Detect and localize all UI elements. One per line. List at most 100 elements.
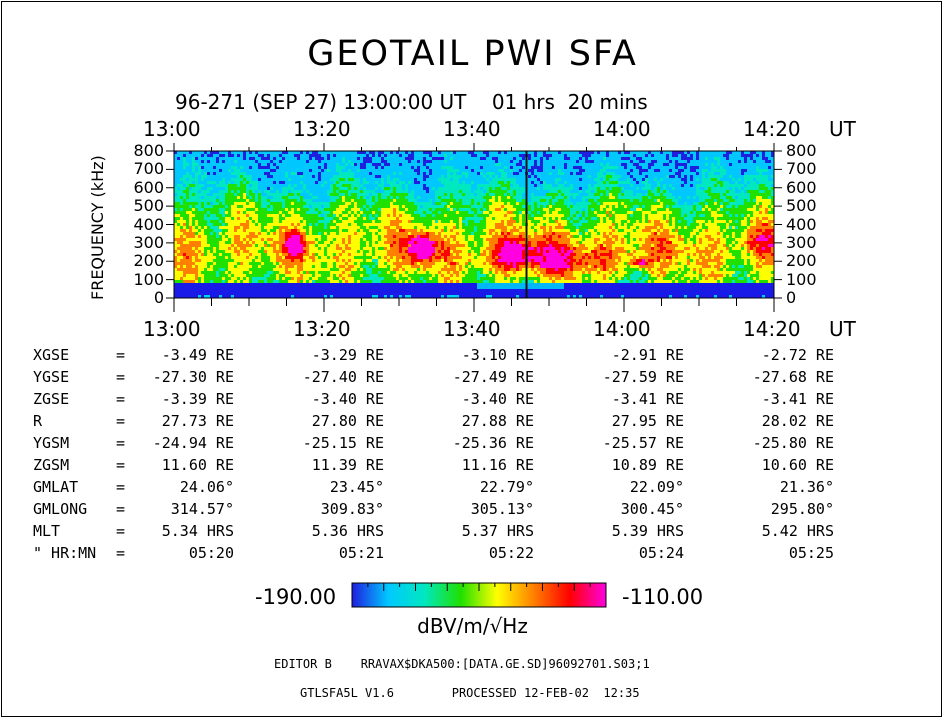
ephemeris-value: 21.36° — [779, 478, 834, 496]
ephemeris-equals: = — [116, 368, 126, 386]
x-tick-label: 13:00 — [143, 317, 201, 341]
ephemeris-value: 5.39 HRS — [611, 522, 684, 540]
spectrogram-cells — [174, 151, 774, 298]
ephemeris-equals: = — [116, 478, 126, 496]
y-tick-label: 0 — [153, 288, 164, 307]
ephemeris-value: -3.41 RE — [611, 390, 684, 408]
x-tick-label: 13:00 — [143, 117, 201, 141]
footer-editor: EDITOR B RRAVAX$DKA500:[DATA.GE.SD]96092… — [274, 657, 650, 671]
colorbar-min-label: -190.00 — [255, 585, 337, 609]
ephemeris-value: 28.02 RE — [761, 412, 834, 430]
y-tick-label: 0 — [786, 288, 797, 307]
ephemeris-value: 27.80 RE — [311, 412, 384, 430]
ephemeris-value: 5.36 HRS — [311, 522, 384, 540]
ephemeris-value: 11.16 RE — [461, 456, 534, 474]
x-tick-label: 13:40 — [443, 117, 501, 141]
x-tick-label: 14:20 — [743, 117, 801, 141]
x-tick-label: 14:00 — [593, 117, 651, 141]
ephemeris-label: ZGSE — [33, 390, 70, 408]
ephemeris-label: R — [33, 412, 43, 430]
ephemeris-value: 22.09° — [629, 478, 684, 496]
ephemeris-label: MLT — [33, 522, 61, 540]
ephemeris-value: -3.10 RE — [461, 346, 534, 364]
ephemeris-label: XGSE — [33, 346, 70, 364]
ephemeris-value: -24.94 RE — [152, 434, 234, 452]
x-tick-label: 13:20 — [293, 117, 351, 141]
ephemeris-value: -25.15 RE — [302, 434, 384, 452]
colorbar-max-label: -110.00 — [622, 585, 704, 609]
x-tick-label: 13:20 — [293, 317, 351, 341]
x-tick-label: 13:40 — [443, 317, 501, 341]
y-tick-label: 700 — [786, 159, 817, 179]
ephemeris-equals: = — [116, 346, 126, 364]
colorbar-unit: dBV/m/√Hz — [417, 614, 528, 638]
ephemeris-value: 309.83° — [320, 500, 384, 518]
ephemeris-value: -27.68 RE — [752, 368, 834, 386]
ephemeris-value: 05:24 — [638, 544, 684, 562]
ephemeris-value: -2.91 RE — [611, 346, 684, 364]
ephemeris-value: -25.80 RE — [752, 434, 834, 452]
y-axis-label: FREQUENCY (kHz) — [88, 155, 107, 300]
y-tick-label: 500 — [786, 196, 817, 216]
ephemeris-equals: = — [116, 522, 126, 540]
y-tick-label: 300 — [133, 232, 164, 252]
y-tick-label: 600 — [786, 177, 817, 197]
ephemeris-value: 10.60 RE — [761, 456, 834, 474]
ephemeris-value: 27.88 RE — [461, 412, 534, 430]
ephemeris-value: 5.42 HRS — [761, 522, 834, 540]
ephemeris-label: GMLAT — [33, 478, 79, 496]
y-tick-label: 100 — [133, 269, 164, 289]
ephemeris-value: -3.39 RE — [161, 390, 234, 408]
y-tick-label: 800 — [786, 141, 817, 160]
ephemeris-value: -3.40 RE — [311, 390, 384, 408]
y-tick-label: 400 — [786, 214, 817, 234]
x-tick-label: 14:20 — [743, 317, 801, 341]
ephemeris-value: 314.57° — [170, 500, 234, 518]
ephemeris-value: 10.89 RE — [611, 456, 684, 474]
y-tick-label: 400 — [133, 214, 164, 234]
ephemeris-value: 5.34 HRS — [161, 522, 234, 540]
ephemeris-equals: = — [116, 390, 126, 408]
chart-subtitle: 96-271 (SEP 27) 13:00:00 UT 01 hrs 20 mi… — [175, 90, 648, 114]
ephemeris-label: " HR:MN — [33, 544, 97, 562]
ephemeris-value: 27.95 RE — [611, 412, 684, 430]
ephemeris-value: -27.40 RE — [302, 368, 384, 386]
ephemeris-equals: = — [116, 544, 126, 562]
ephemeris-equals: = — [116, 456, 126, 474]
ephemeris-value: -25.57 RE — [602, 434, 684, 452]
y-tick-label: 800 — [133, 141, 164, 160]
ephemeris-label: YGSE — [33, 368, 70, 386]
ephemeris-label: ZGSM — [33, 456, 70, 474]
y-tick-label: 500 — [133, 196, 164, 216]
ephemeris-value: 24.06° — [179, 478, 234, 496]
ephemeris-value: -3.41 RE — [761, 390, 834, 408]
y-tick-label: 200 — [786, 251, 817, 271]
ephemeris-value: -2.72 RE — [761, 346, 834, 364]
ephemeris-value: -3.29 RE — [311, 346, 384, 364]
ephemeris-value: -27.59 RE — [602, 368, 684, 386]
ephemeris-value: 05:25 — [788, 544, 834, 562]
footer-processed: GTLSFA5L V1.6 PROCESSED 12-FEB-02 12:35 — [300, 686, 640, 700]
chart-title: GEOTAIL PWI SFA — [307, 34, 638, 74]
ephemeris-value: 05:21 — [338, 544, 384, 562]
ut-label-top: UT — [829, 117, 856, 141]
ephemeris-value: 11.60 RE — [161, 456, 234, 474]
ephemeris-value: 23.45° — [329, 478, 384, 496]
ephemeris-value: -3.49 RE — [161, 346, 234, 364]
ephemeris-value: 300.45° — [620, 500, 684, 518]
ephemeris-value: -25.36 RE — [452, 434, 534, 452]
ephemeris-value: 22.79° — [479, 478, 534, 496]
ephemeris-value: 27.73 RE — [161, 412, 234, 430]
ephemeris-value: 11.39 RE — [311, 456, 384, 474]
y-tick-label: 300 — [786, 232, 817, 252]
ephemeris-equals: = — [116, 412, 126, 430]
ephemeris-value: -3.40 RE — [461, 390, 534, 408]
ephemeris-value: 05:20 — [188, 544, 234, 562]
y-tick-label: 200 — [133, 251, 164, 271]
ephemeris-value: -27.49 RE — [452, 368, 534, 386]
ephemeris-value: 5.37 HRS — [461, 522, 534, 540]
ephemeris-label: YGSM — [33, 434, 70, 452]
y-tick-label: 700 — [133, 159, 164, 179]
y-tick-label: 100 — [786, 269, 817, 289]
